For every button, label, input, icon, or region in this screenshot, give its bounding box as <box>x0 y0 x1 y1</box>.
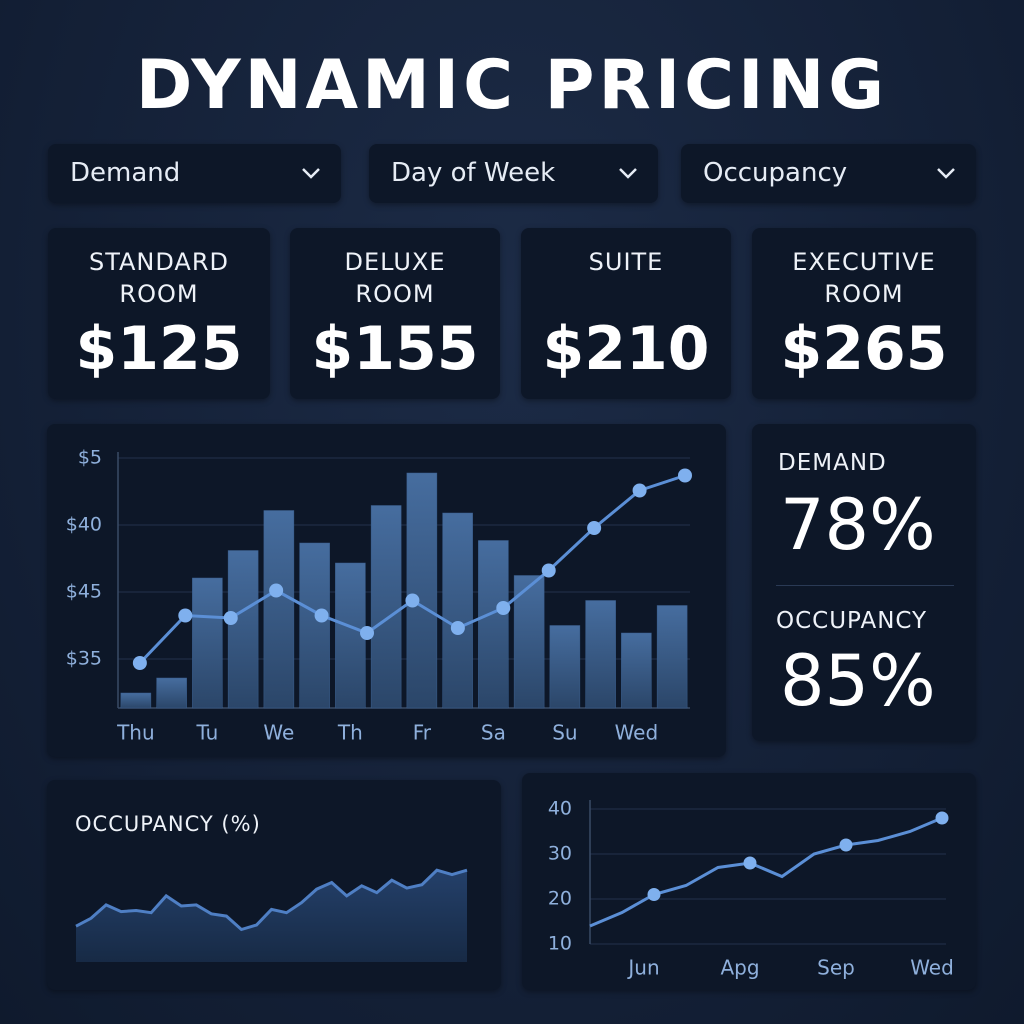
marker <box>587 521 602 535</box>
marker <box>743 856 757 870</box>
y-tick-label: 20 <box>548 888 572 910</box>
marker <box>541 563 556 578</box>
bar <box>263 510 295 709</box>
room-price: $125 <box>75 314 243 384</box>
filter-label: Day of Week <box>391 158 556 188</box>
stat-label: OCCUPANCY <box>776 608 928 634</box>
x-tick-label: Wed <box>615 721 659 745</box>
y-tick-label: 40 <box>548 798 572 820</box>
filter-label: Demand <box>70 158 181 188</box>
marker <box>496 601 511 615</box>
chevron <box>302 168 320 179</box>
stats-card: DEMAND 78% OCCUPANCY 85% <box>752 424 976 741</box>
x-tick-label: Wed <box>910 956 954 980</box>
bar <box>442 512 473 709</box>
marker <box>450 621 465 635</box>
x-tick-label: Su <box>552 721 577 745</box>
bar <box>478 540 509 709</box>
filter-label: Occupancy <box>703 158 848 188</box>
line <box>589 816 943 928</box>
y-tick-label: 30 <box>548 843 572 865</box>
bar <box>156 677 187 709</box>
x-tick-label: Th <box>337 721 363 745</box>
marker <box>223 611 238 625</box>
marker <box>360 626 375 640</box>
room-name: DELUXE ROOM <box>344 248 446 308</box>
marker <box>678 468 692 483</box>
marker <box>132 656 147 670</box>
room-price: $155 <box>311 314 479 384</box>
x-tick-label: Apg <box>720 956 759 980</box>
bar <box>120 692 152 709</box>
bar <box>549 625 581 709</box>
bar <box>656 605 688 709</box>
room-name: SUITE <box>588 248 664 276</box>
marker <box>269 583 284 598</box>
bar <box>299 542 330 709</box>
page-title: DYNAMIC PRICING <box>135 46 889 125</box>
room-card: STANDARD ROOM $125 <box>48 228 270 399</box>
chevron <box>937 168 955 179</box>
bar <box>585 600 616 709</box>
x-tick-label: Tu <box>195 721 218 745</box>
bar <box>406 472 438 709</box>
room-price: $265 <box>780 314 948 384</box>
room-card: EXECUTIVE ROOM $265 <box>752 228 976 399</box>
chart-title: OCCUPANCY (%) <box>75 812 261 836</box>
marker <box>935 811 949 825</box>
bar <box>621 632 652 709</box>
line <box>75 868 468 932</box>
marker <box>178 608 193 623</box>
stat-value: 85% <box>780 640 936 722</box>
bar <box>192 577 223 709</box>
room-name: STANDARD ROOM <box>88 248 230 308</box>
y-tick-label: $45 <box>66 581 102 603</box>
room-name: EXECUTIVE ROOM <box>792 248 936 308</box>
x-tick-label: Thu <box>116 721 155 745</box>
stat-label: DEMAND <box>778 450 887 476</box>
bar <box>227 550 259 709</box>
marker <box>314 608 329 623</box>
y-tick-label: $35 <box>66 648 102 670</box>
y-tick-label: $40 <box>66 514 102 536</box>
x-tick-label: Sep <box>817 956 855 980</box>
marker <box>839 838 853 852</box>
bar <box>370 505 402 709</box>
room-card: DELUXE ROOM $155 <box>290 228 500 399</box>
area <box>76 870 467 962</box>
filter-dropdown[interactable]: Demand <box>48 144 341 203</box>
x-tick-label: Jun <box>626 956 659 980</box>
marker <box>647 888 661 901</box>
marker <box>405 593 420 608</box>
bar <box>513 575 545 709</box>
divider <box>776 585 954 586</box>
stat-value: 78% <box>780 484 936 566</box>
bar <box>335 562 366 709</box>
x-tick-label: We <box>263 721 294 745</box>
filter-dropdown[interactable]: Day of Week <box>369 144 658 203</box>
x-tick-label: Sa <box>481 721 506 745</box>
chevron <box>619 168 637 179</box>
y-tick-label: $5 <box>78 447 102 469</box>
x-tick-label: Fr <box>413 721 432 745</box>
room-price: $210 <box>542 314 710 384</box>
room-card: SUITE $210 <box>521 228 731 399</box>
marker <box>632 483 647 498</box>
filter-dropdown[interactable]: Occupancy <box>681 144 976 203</box>
y-tick-label: 10 <box>548 933 572 955</box>
